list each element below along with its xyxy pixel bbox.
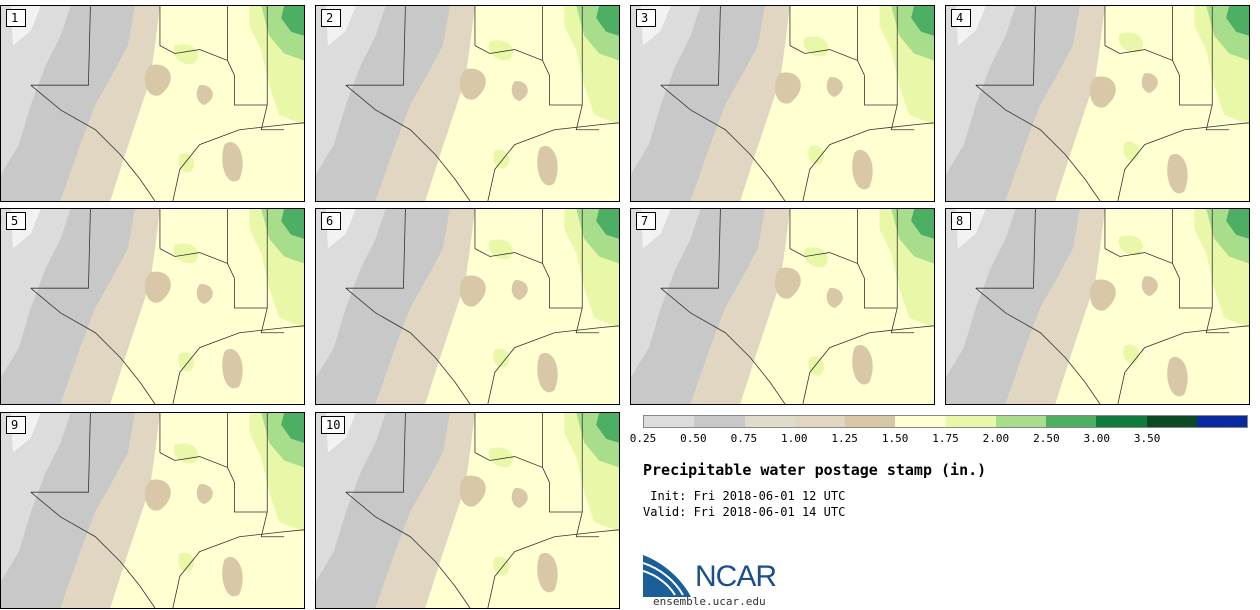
member-number: 3 [636, 9, 656, 27]
colorbar-swatch [694, 416, 745, 427]
member-number: 2 [321, 9, 341, 27]
colorbar-swatch [1196, 416, 1247, 427]
colorbar-swatch [1096, 416, 1147, 427]
colorbar-swatch [1046, 416, 1097, 427]
ensemble-member-map: 9 [0, 412, 305, 609]
site-url: ensemble.ucar.edu [653, 595, 766, 608]
ncar-logo-mark-icon [642, 555, 691, 597]
colorbar-tick-label: 2.00 [982, 432, 1010, 445]
ensemble-member-map: 5 [0, 208, 305, 405]
init-time: Init: Fri 2018-06-01 12 UTC [643, 489, 846, 503]
colorbar-swatch [945, 416, 996, 427]
colorbar-tick-label: 0.25 [629, 432, 657, 445]
member-number: 1 [6, 9, 26, 27]
colorbar-swatch [744, 416, 795, 427]
ensemble-member-map: 4 [945, 5, 1250, 202]
member-number: 8 [951, 212, 971, 230]
ensemble-member-map: 8 [945, 208, 1250, 405]
colorbar-tick-label: 1.50 [881, 432, 909, 445]
colorbar-swatch [644, 416, 695, 427]
ensemble-member-map: 2 [315, 5, 620, 202]
colorbar-tick-label: 1.75 [932, 432, 959, 445]
member-number: 6 [321, 212, 341, 230]
colorbar-tick-label: 1.00 [781, 432, 808, 445]
ensemble-member-map: 1 [0, 5, 305, 202]
colorbar-tick-label: 1.25 [831, 432, 858, 445]
ensemble-member-map: 10 [315, 412, 620, 609]
valid-time: Valid: Fri 2018-06-01 14 UTC [643, 505, 846, 519]
colorbar-swatch [845, 416, 896, 427]
member-number: 9 [6, 416, 26, 434]
ncar-logo-text: NCAR [695, 560, 777, 593]
member-number: 7 [636, 212, 656, 230]
colorbar-tick-label: 3.50 [1133, 432, 1161, 445]
ensemble-member-map: 7 [630, 208, 935, 405]
colorbar [643, 415, 1248, 428]
ensemble-member-map: 3 [630, 5, 935, 202]
plot-title: Precipitable water postage stamp (in.) [643, 461, 987, 479]
colorbar-labels: 0.25 0.50 0.75 1.00 1.25 1.50 1.75 2.00 2.50 3.00… [630, 432, 1248, 446]
ensemble-member-map: 6 [315, 208, 620, 405]
colorbar-tick-label: 0.75 [730, 432, 758, 445]
colorbar-swatch [895, 416, 946, 427]
colorbar-swatch [1146, 416, 1197, 427]
ncar-logo: NCAR [642, 555, 793, 597]
colorbar-swatch [794, 416, 845, 427]
member-number: 4 [951, 9, 971, 27]
member-number: 5 [6, 212, 26, 230]
colorbar-swatch [995, 416, 1046, 427]
member-number: 10 [321, 416, 346, 434]
colorbar-tick-label: 3.00 [1083, 432, 1111, 445]
colorbar-tick-label: 2.50 [1033, 432, 1060, 445]
colorbar-tick-label: 0.50 [680, 432, 707, 445]
